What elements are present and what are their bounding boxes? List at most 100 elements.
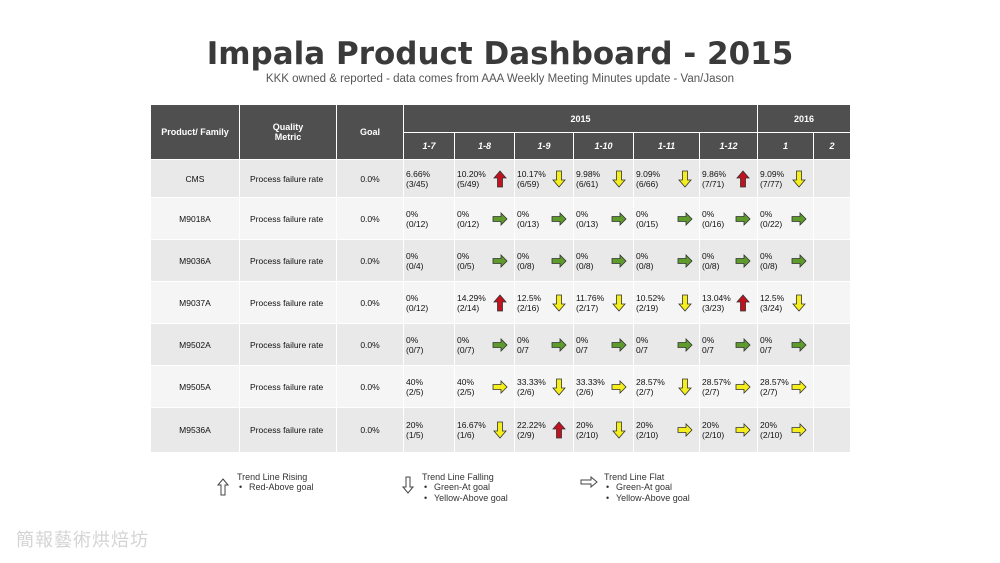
- week-cell: 0% (0/8): [633, 239, 700, 282]
- table-row: M9502A Process failure rate 0.0% 0% (0/7) 0%(…: [150, 323, 852, 366]
- week-cell: 0% (0/8): [514, 239, 574, 282]
- cell-fraction: (6/66): [636, 178, 659, 189]
- up-arrow-red-icon: [493, 169, 507, 187]
- right-arrow-green-icon: [735, 253, 751, 268]
- up-arrow-red-icon: [493, 293, 507, 311]
- week-cell: 6.66% (3/45): [403, 159, 455, 198]
- cell-percent: 20%: [760, 420, 778, 430]
- week-cell: 28.57% (2/7): [698, 365, 759, 408]
- week-cell: 0% (0/7): [403, 323, 455, 366]
- right-arrow-yellow-icon: [611, 379, 627, 394]
- cell-fraction: (7/77): [760, 178, 783, 189]
- cell-percent: 0%: [406, 334, 419, 345]
- cell-percent: 9.09%: [760, 168, 785, 179]
- week-cell: [813, 407, 852, 453]
- right-arrow-green-icon: [492, 253, 508, 268]
- quality-metric: Process failure rate: [239, 197, 337, 240]
- down-arrow-yellow-icon: [612, 294, 626, 312]
- cell-percent: 40%: [406, 376, 424, 387]
- table-body: CMS Process failure rate 0.0% 6.66% (3/45) 10…: [150, 159, 852, 453]
- quality-metric: Process failure rate: [239, 239, 337, 282]
- cell-fraction: (6/59): [517, 178, 540, 189]
- week-header-5: 1-12: [698, 132, 759, 160]
- week-cell: 0% 0/7: [633, 323, 700, 366]
- header-product: Product/ Family: [150, 104, 240, 160]
- dashboard-table: Product/ Family Quality Metric Goal 2015…: [150, 104, 852, 453]
- legend-flat-item-green: Green-At goal: [604, 482, 690, 493]
- week-header-4: 1-11: [633, 132, 700, 160]
- product-name: M9037A: [150, 281, 240, 324]
- legend-falling-item-yellow: Yellow-Above goal: [422, 493, 508, 504]
- week-cell: 33.33% (2/6): [573, 365, 634, 408]
- week-cell: [813, 281, 852, 324]
- cell-percent: 0%: [406, 208, 419, 219]
- legend-flat-title: Trend Line Flat: [604, 472, 665, 482]
- up-arrow-red-icon: [736, 169, 750, 187]
- cell-percent: 12.5%: [760, 292, 785, 303]
- cell-percent: 0%: [517, 334, 530, 345]
- product-name: M9502A: [150, 323, 240, 366]
- week-cell: 20% (2/10): [698, 407, 759, 453]
- right-arrow-yellow-icon: [492, 379, 508, 394]
- right-arrow-yellow-icon: [677, 423, 693, 437]
- week-cell: 40% (2/5): [403, 365, 455, 408]
- cell-fraction: (0/13): [576, 218, 599, 229]
- right-arrow-green-icon: [677, 337, 693, 352]
- cell-percent: 0%: [702, 250, 715, 261]
- week-cell: 0% 0/7: [757, 323, 815, 366]
- cell-percent: 9.98%: [576, 168, 601, 179]
- cell-percent: 0%: [636, 334, 649, 345]
- week-cell: 12.5% (2/16): [514, 281, 574, 324]
- cell-percent: 0%: [760, 250, 773, 261]
- cell-percent: 0%: [636, 250, 649, 261]
- quality-metric: Process failure rate: [239, 365, 337, 408]
- cell-percent: 0%: [406, 250, 419, 261]
- cell-fraction: 0/7: [760, 344, 772, 355]
- right-arrow-green-icon: [551, 253, 567, 268]
- right-arrow-green-icon: [551, 337, 567, 352]
- down-arrow-yellow-icon: [612, 170, 626, 188]
- cell-fraction: (0/4): [406, 260, 424, 271]
- goal-value: 0.0%: [336, 197, 404, 240]
- week-cell: 0% (0/12): [403, 197, 455, 240]
- right-arrow-outline-icon: [580, 476, 598, 488]
- cell-fraction: (2/16): [517, 302, 540, 313]
- cell-fraction: (3/45): [406, 178, 429, 189]
- week-cell: 20% (2/10): [757, 407, 815, 453]
- cell-percent: 28.57%: [702, 376, 731, 387]
- week-header-7: 2: [813, 132, 852, 160]
- up-arrow-red-icon: [552, 421, 566, 439]
- legend-falling-item-green: Green-At goal: [422, 482, 508, 493]
- right-arrow-yellow-icon: [791, 423, 807, 437]
- cell-percent: 0%: [702, 208, 715, 219]
- week-cell: 0% (0/4): [403, 239, 455, 282]
- product-name: M9505A: [150, 365, 240, 408]
- week-cell: [813, 239, 852, 282]
- cell-fraction: (2/7): [760, 386, 778, 397]
- cell-percent: 0%: [517, 208, 530, 219]
- cell-percent: 0%: [760, 334, 773, 345]
- product-name: M9018A: [150, 197, 240, 240]
- cell-percent: 9.09%: [636, 168, 661, 179]
- right-arrow-yellow-icon: [791, 379, 807, 394]
- cell-percent: 0%: [406, 292, 419, 303]
- legend-rising-title: Trend Line Rising: [237, 472, 308, 482]
- week-cell: 0% (0/12): [403, 281, 455, 324]
- table-row: M9036A Process failure rate 0.0% 0% (0/4) 0%(…: [150, 239, 852, 282]
- table-row: M9037A Process failure rate 0.0% 0% (0/12) 14…: [150, 281, 852, 324]
- cell-fraction: (0/13): [517, 218, 540, 229]
- week-cell: 28.57% (2/7): [757, 365, 815, 408]
- cell-fraction: (3/23): [702, 302, 725, 313]
- cell-percent: 20%: [406, 420, 424, 430]
- down-arrow-yellow-icon: [552, 294, 566, 312]
- right-arrow-green-icon: [735, 337, 751, 352]
- cell-fraction: (2/6): [517, 386, 535, 397]
- product-name: CMS: [150, 159, 240, 198]
- header-goal: Goal: [336, 104, 404, 160]
- cell-percent: 16.67%: [457, 420, 486, 430]
- week-cell: 12.5% (3/24): [757, 281, 815, 324]
- week-cell: 0% (0/22): [757, 197, 815, 240]
- right-arrow-green-icon: [611, 337, 627, 352]
- week-cell: 0% (0/5): [454, 239, 515, 282]
- down-arrow-outline-icon: [402, 476, 414, 494]
